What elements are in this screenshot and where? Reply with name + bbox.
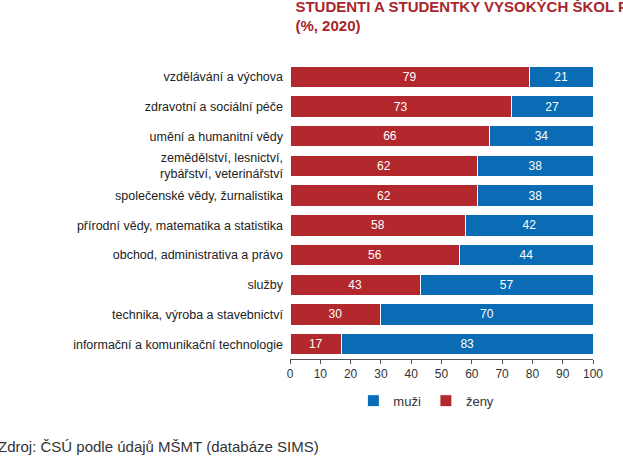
svg-text:společenské vědy, žurnalistika: společenské vědy, žurnalistika xyxy=(115,189,283,203)
svg-text:zdravotní a sociální péče: zdravotní a sociální péče xyxy=(145,100,283,114)
svg-text:79: 79 xyxy=(403,70,417,84)
svg-text:zemědělství, lesnictví,rybářst: zemědělství, lesnictví,rybářství, veteri… xyxy=(160,151,283,181)
svg-text:73: 73 xyxy=(394,100,408,114)
svg-text:56: 56 xyxy=(368,248,382,262)
svg-text:62: 62 xyxy=(377,189,391,203)
svg-text:62: 62 xyxy=(377,159,391,173)
svg-text:57: 57 xyxy=(500,278,514,292)
svg-text:44: 44 xyxy=(520,248,534,262)
svg-text:umění a humanitní vědy: umění a humanitní vědy xyxy=(150,130,284,144)
svg-text:17: 17 xyxy=(309,337,323,351)
svg-text:42: 42 xyxy=(523,218,537,232)
svg-text:10: 10 xyxy=(314,367,328,381)
svg-text:21: 21 xyxy=(554,70,568,84)
svg-text:66: 66 xyxy=(383,129,397,143)
svg-text:technika, výroba a stavebnictv: technika, výroba a stavebnictví xyxy=(112,308,283,322)
svg-text:0: 0 xyxy=(287,367,294,381)
svg-text:STUDENTI A STUDENTKY VYSOKÝCH: STUDENTI A STUDENTKY VYSOKÝCH ŠKOL PODLE… xyxy=(295,0,623,34)
svg-text:50: 50 xyxy=(435,367,449,381)
svg-text:38: 38 xyxy=(529,159,543,173)
svg-text:43: 43 xyxy=(348,278,362,292)
svg-text:70: 70 xyxy=(480,307,494,321)
svg-text:60: 60 xyxy=(465,367,479,381)
svg-text:70: 70 xyxy=(495,367,509,381)
svg-text:100: 100 xyxy=(583,367,603,381)
svg-text:Zdroj: ČSÚ podle údajů MŠMT (d: Zdroj: ČSÚ podle údajů MŠMT (databáze SI… xyxy=(0,438,319,455)
svg-text:40: 40 xyxy=(405,367,419,381)
svg-text:ženy: ženy xyxy=(466,394,494,409)
svg-text:80: 80 xyxy=(526,367,540,381)
svg-text:informační a komunikační techn: informační a komunikační technologie xyxy=(73,338,283,352)
svg-text:vzdělávání a výchova: vzdělávání a výchova xyxy=(163,70,283,84)
svg-text:30: 30 xyxy=(329,307,343,321)
svg-text:83: 83 xyxy=(460,337,474,351)
svg-text:20: 20 xyxy=(344,367,358,381)
svg-text:služby: služby xyxy=(248,278,284,292)
svg-text:90: 90 xyxy=(556,367,570,381)
svg-text:38: 38 xyxy=(529,189,543,203)
svg-text:přírodní vědy, matematika a st: přírodní vědy, matematika a statistika xyxy=(77,219,283,233)
svg-text:27: 27 xyxy=(545,100,559,114)
svg-text:muži: muži xyxy=(393,394,421,409)
svg-text:obchod, administrativa a právo: obchod, administrativa a právo xyxy=(113,248,283,262)
svg-text:58: 58 xyxy=(371,218,385,232)
svg-text:30: 30 xyxy=(374,367,388,381)
svg-text:34: 34 xyxy=(535,129,549,143)
